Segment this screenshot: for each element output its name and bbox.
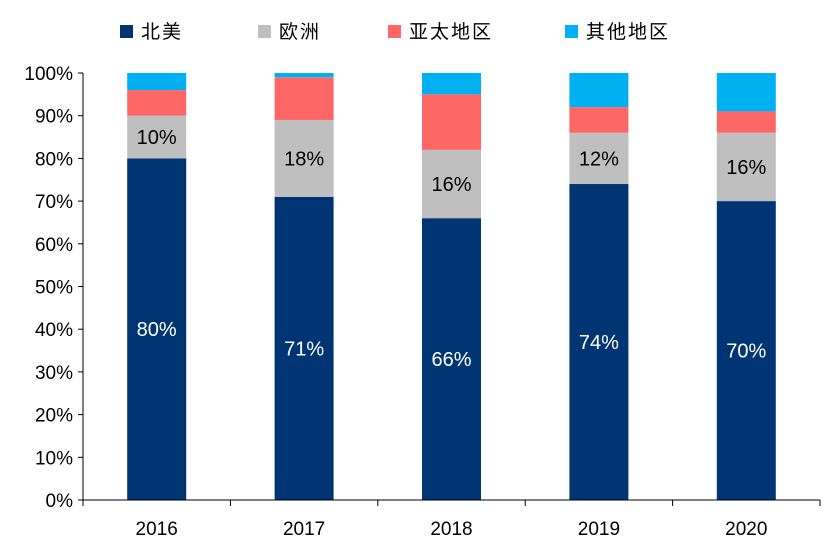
legend-swatch <box>258 25 271 38</box>
legend-swatch <box>388 25 401 38</box>
x-tick-label: 2019 <box>578 519 620 540</box>
bar-segment <box>422 94 481 150</box>
legend: 北美 欧洲 亚太地区 其他地区 <box>120 21 670 43</box>
bar-segment <box>569 107 629 133</box>
data-label: 74% <box>579 332 619 354</box>
legend-label: 欧洲 <box>279 21 321 43</box>
bar-segment <box>716 201 776 500</box>
bar-segment <box>274 73 334 78</box>
x-tick-label: 2018 <box>430 519 472 540</box>
bar-segment <box>716 132 776 202</box>
x-axis: 2016 2017 2018 2019 2020 <box>82 499 821 540</box>
data-label: 16% <box>726 157 766 179</box>
y-tick-label: 30% <box>35 363 73 384</box>
bar-segment <box>274 119 334 197</box>
y-tick-label: 20% <box>35 406 73 427</box>
y-axis: 0% 10% 20% 30% 40% 50% 60% 70% 80% 90% 100% <box>24 64 84 512</box>
y-tick-label: 90% <box>35 107 73 128</box>
data-label: 18% <box>284 148 324 170</box>
y-tick-label: 0% <box>46 491 74 512</box>
x-tick-label: 2020 <box>725 519 767 540</box>
x-tick-label: 2017 <box>283 519 325 540</box>
y-tick-label: 100% <box>24 64 73 85</box>
bar-segment <box>422 149 481 219</box>
y-tick-label: 50% <box>35 278 73 299</box>
y-tick-label: 60% <box>35 235 73 256</box>
data-label: 80% <box>137 319 177 341</box>
bar-segment <box>274 77 334 120</box>
bar-segment <box>127 73 187 91</box>
bar-segment <box>422 218 481 500</box>
y-tick-label: 40% <box>35 320 73 341</box>
bar-segment <box>569 184 629 500</box>
y-tick-label: 70% <box>35 192 73 213</box>
data-label: 71% <box>284 338 324 360</box>
bars: 80% 10% 71% 18% 66% 16% 74% 12% 70% 16% <box>127 73 776 500</box>
bar-segment <box>716 111 776 133</box>
bar-segment <box>422 73 481 95</box>
legend-label: 亚太地区 <box>409 21 493 43</box>
bar-segment <box>569 132 629 185</box>
data-label: 10% <box>137 127 177 149</box>
legend-swatch <box>565 25 578 38</box>
legend-label: 北美 <box>141 21 183 43</box>
y-tick-label: 80% <box>35 149 73 170</box>
legend-swatch <box>120 25 133 38</box>
data-label: 66% <box>431 349 471 371</box>
bar-segment <box>127 115 187 159</box>
y-tick-label: 10% <box>35 448 73 469</box>
legend-label: 其他地区 <box>586 21 670 43</box>
x-tick-label: 2016 <box>136 519 178 540</box>
data-label: 16% <box>431 174 471 196</box>
bar-segment <box>127 90 187 116</box>
data-label: 12% <box>579 148 619 170</box>
bar-segment <box>274 196 334 500</box>
bar-segment <box>127 158 187 500</box>
bar-segment <box>716 73 776 112</box>
data-label: 70% <box>726 341 766 363</box>
bar-segment <box>569 73 629 108</box>
